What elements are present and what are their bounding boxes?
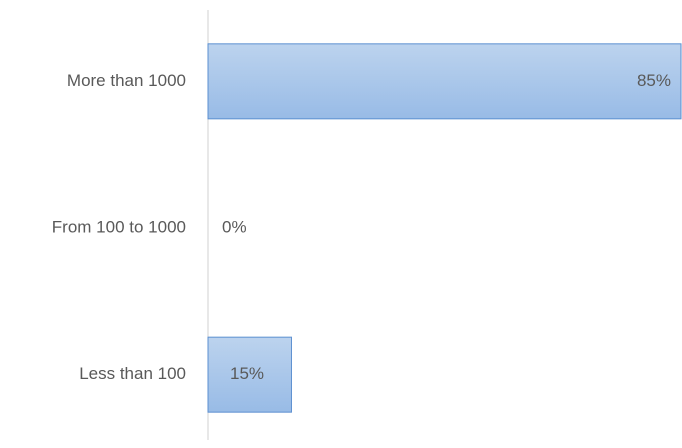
category-label: More than 1000	[67, 71, 186, 90]
data-label: 15%	[230, 364, 264, 383]
bar	[207, 336, 292, 413]
category-label: Less than 100	[79, 364, 186, 383]
data-label: 0%	[222, 217, 247, 236]
data-label: 85%	[637, 71, 671, 90]
category-label: From 100 to 1000	[52, 217, 186, 236]
bar	[207, 43, 682, 120]
